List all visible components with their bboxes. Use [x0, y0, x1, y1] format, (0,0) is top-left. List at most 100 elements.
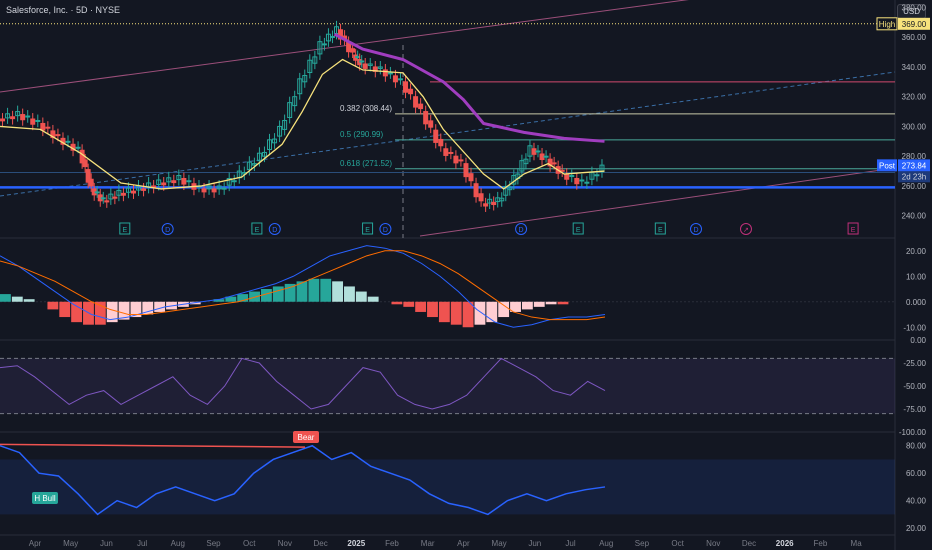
earnings-marker: [654, 222, 666, 235]
candle-body: [418, 103, 424, 110]
bear-label-box: [293, 431, 319, 443]
macd-line: [0, 245, 606, 328]
high-tag-label: High: [879, 20, 895, 29]
candle-body: [186, 180, 192, 183]
event-marker-label: D: [383, 227, 388, 234]
price-tick-label: 240.00: [902, 212, 927, 221]
macd-histogram-bar: [71, 301, 83, 323]
earnings-marker: [572, 222, 584, 235]
event-marker-label: D: [272, 227, 277, 234]
macd-tick-label: 10.00: [906, 272, 927, 281]
earnings-marker: [251, 222, 263, 235]
candle-body: [438, 138, 444, 147]
macd-histogram-bar: [462, 301, 474, 328]
month-label: Dec: [313, 539, 327, 548]
candle-body: [359, 60, 365, 63]
macd-histogram-bar: [0, 294, 11, 302]
stoch-tick-label: 40.00: [906, 497, 927, 506]
stoch-tick-label: 60.00: [906, 469, 927, 478]
fib-level-label: 0.618 (271.52): [340, 159, 392, 168]
candle-body: [94, 191, 100, 194]
macd-histogram-bar: [498, 301, 510, 318]
macd-histogram-bar: [486, 301, 498, 323]
earnings-marker: [362, 222, 374, 235]
stoch-line: [0, 444, 606, 516]
rsi-tick-label: 0.00: [910, 336, 926, 345]
macd-tick-label: 20.00: [906, 247, 927, 256]
candle-body: [433, 129, 439, 143]
candle-body: [569, 175, 575, 178]
candle-body: [125, 187, 131, 193]
candle-body: [206, 185, 212, 190]
event-marker-label: E: [658, 227, 663, 234]
price-tick-label: 340.00: [902, 63, 927, 72]
candle-body: [287, 102, 293, 119]
event-marker-label: E: [576, 227, 581, 234]
macd-histogram-bar: [403, 301, 415, 307]
event-marker-label: D: [165, 227, 170, 234]
month-label: Nov: [706, 539, 720, 548]
macd-histogram-bar: [474, 301, 486, 325]
earnings-marker: [847, 222, 859, 235]
candle-body: [523, 158, 529, 165]
candle-body: [487, 198, 493, 204]
candle-body: [15, 111, 21, 117]
dividend-marker: [161, 223, 174, 235]
candle-body: [141, 188, 147, 191]
currency-button[interactable]: USD: [897, 4, 926, 19]
candle-body: [312, 56, 318, 64]
candle-body: [171, 180, 177, 184]
dividend-marker: [379, 223, 392, 235]
macd-histogram-bar: [367, 296, 379, 302]
macd-histogram-bar: [320, 278, 332, 302]
stoch-band: [0, 459, 895, 515]
month-label: Sep: [635, 539, 650, 548]
candle-body: [329, 35, 335, 38]
macd-histogram-bar: [284, 283, 296, 302]
candle-body: [519, 160, 525, 172]
channel-lower-line: [419, 167, 896, 237]
macd-histogram-bar: [450, 301, 462, 325]
candle-body: [82, 159, 88, 168]
post-value-label: 273.84: [902, 161, 927, 170]
dividend-marker: [690, 223, 703, 235]
candle-body: [355, 56, 361, 59]
candle-body: [156, 179, 162, 185]
month-label: Oct: [243, 539, 256, 548]
candle-body: [473, 183, 479, 198]
candle-body: [535, 150, 541, 153]
macd-signal-line: [0, 250, 606, 321]
rsi-tick-label: -25.00: [903, 359, 926, 368]
macd-tick-label: -10.00: [903, 323, 926, 332]
candle-body: [20, 114, 26, 121]
month-label: Sep: [206, 539, 221, 548]
price-tick-label: 260.00: [902, 182, 927, 191]
candle-body: [130, 190, 136, 194]
candle-body: [499, 197, 505, 202]
macd-histogram-bar: [260, 289, 272, 302]
event-marker-label: D: [519, 227, 524, 234]
candle-body: [221, 187, 227, 190]
candle-body: [321, 43, 327, 46]
candle-body: [30, 118, 36, 125]
candle-body: [387, 72, 393, 75]
candle-body: [246, 161, 252, 171]
candle-body: [403, 81, 409, 93]
macd-histogram-bar: [130, 301, 142, 318]
month-label: Feb: [814, 539, 828, 548]
candle-body: [297, 78, 303, 95]
price-tick-label: 300.00: [902, 122, 927, 131]
month-label: Oct: [671, 539, 684, 548]
month-label: Feb: [385, 539, 399, 548]
candle-body: [282, 119, 288, 130]
hbull-label-box: [32, 492, 58, 504]
bear-label: Bear: [298, 433, 315, 442]
candle-body: [176, 175, 182, 181]
candle-body: [443, 148, 449, 156]
candle-body: [428, 120, 434, 128]
candle-body: [5, 113, 11, 119]
event-marker-label: E: [851, 227, 856, 234]
macd-histogram-bar: [391, 301, 403, 305]
macd-histogram-bar: [225, 296, 237, 302]
